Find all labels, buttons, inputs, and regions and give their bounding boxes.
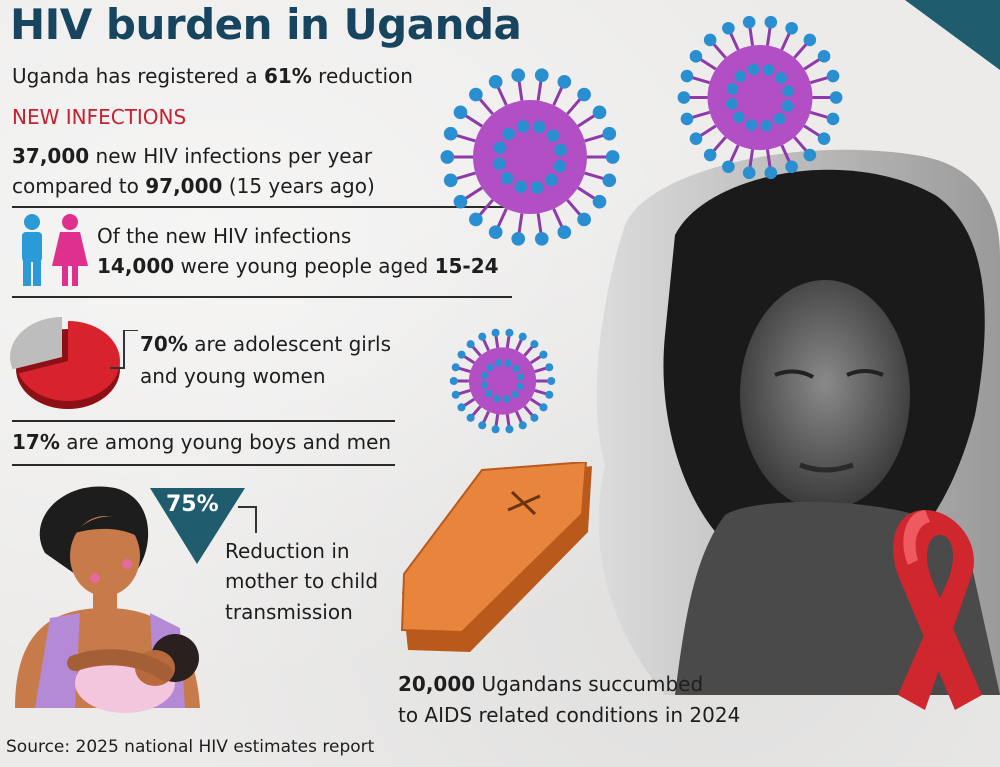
- pmtct-connector: [238, 506, 257, 533]
- male-figure-icon: [22, 214, 42, 286]
- people-icon: [22, 214, 88, 286]
- reduction-line: Uganda has registered a 61% reduction: [12, 64, 413, 88]
- pie-slice-girls: [18, 321, 120, 401]
- virus-icon-top: [677, 15, 843, 180]
- new-infections-line-2: compared to 97,000 (15 years ago): [12, 174, 375, 198]
- triangle-badge: [150, 488, 245, 564]
- deaths-line-1: 20,000 Ugandans succumbed: [398, 672, 704, 696]
- pmtct-value: 75%: [166, 492, 219, 517]
- divider-3: [12, 420, 395, 422]
- new-infections-heading: NEW INFECTIONS: [12, 105, 187, 129]
- deaths-line-2: to AIDS related conditions in 2024: [398, 703, 741, 727]
- coffin-icon: [400, 462, 592, 652]
- corner-accent: [905, 0, 1000, 70]
- pmtct-line-3: transmission: [225, 600, 353, 624]
- divider-4: [12, 464, 395, 466]
- pie-slice-other: [10, 317, 62, 370]
- virus-icon-large: [440, 68, 620, 246]
- red-ribbon-icon: [893, 510, 982, 710]
- pmtct-line-1: Reduction in: [225, 539, 350, 563]
- mother-child-illustration: [15, 486, 200, 713]
- source-note: Source: 2025 national HIV estimates repo…: [6, 737, 375, 757]
- young-line-1: Of the new HIV infections: [97, 224, 352, 248]
- pie-icon: [10, 317, 120, 409]
- divider-1: [12, 206, 512, 208]
- boys-line: 17% are among young boys and men: [12, 430, 392, 454]
- page-title: HIV burden in Uganda: [10, 0, 522, 49]
- pie-line-1: 70% are adolescent girls: [140, 332, 392, 356]
- pie-line-2: and young women: [140, 364, 326, 388]
- virus-icon-small: [449, 328, 556, 434]
- new-infections-line-1: 37,000 new HIV infections per year: [12, 144, 373, 168]
- pie-connector: [110, 330, 138, 369]
- female-figure-icon: [52, 214, 88, 286]
- divider-2: [12, 296, 512, 298]
- pmtct-line-2: mother to child: [225, 569, 379, 593]
- young-line-2: 14,000 were young people aged 15-24: [97, 254, 499, 278]
